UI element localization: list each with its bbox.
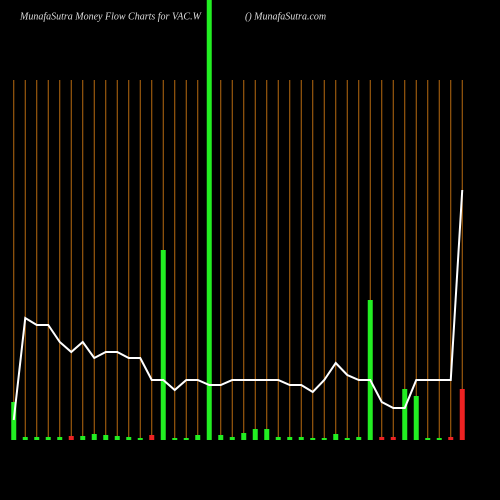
bar xyxy=(206,0,212,440)
chart-title: MunafaSutra Money Flow Charts for VAC.W xyxy=(19,11,203,22)
bar xyxy=(298,437,304,440)
bar xyxy=(390,437,396,440)
bar xyxy=(321,438,327,440)
bar xyxy=(172,438,178,440)
bar xyxy=(183,438,189,440)
bar xyxy=(34,437,40,440)
bar xyxy=(333,434,339,440)
bar xyxy=(218,435,224,440)
bar xyxy=(356,437,362,440)
bar xyxy=(45,437,51,440)
bar xyxy=(11,402,17,440)
bar xyxy=(448,437,454,440)
bar xyxy=(310,438,316,440)
bar xyxy=(367,300,373,440)
bar xyxy=(137,438,143,440)
bar xyxy=(68,436,74,440)
bar xyxy=(413,396,419,440)
bar xyxy=(459,389,465,440)
bar xyxy=(402,389,408,440)
bar xyxy=(195,435,201,440)
bar xyxy=(149,435,155,440)
bar xyxy=(344,438,350,440)
money-flow-line xyxy=(12,189,464,421)
bar xyxy=(436,438,442,440)
bar xyxy=(80,436,86,440)
bar xyxy=(252,429,258,440)
bar xyxy=(264,429,270,440)
bar xyxy=(91,434,97,440)
bar xyxy=(275,437,281,440)
bar xyxy=(22,437,28,440)
bar xyxy=(229,437,235,440)
bar xyxy=(287,437,293,440)
bar xyxy=(126,437,132,440)
chart-subtitle: () MunafaSutra.com xyxy=(245,11,326,22)
bar xyxy=(114,436,120,440)
bar xyxy=(241,433,247,440)
bar xyxy=(379,437,385,440)
bar xyxy=(425,438,431,440)
bar xyxy=(160,250,166,440)
bar xyxy=(57,437,63,440)
bar xyxy=(103,435,109,440)
